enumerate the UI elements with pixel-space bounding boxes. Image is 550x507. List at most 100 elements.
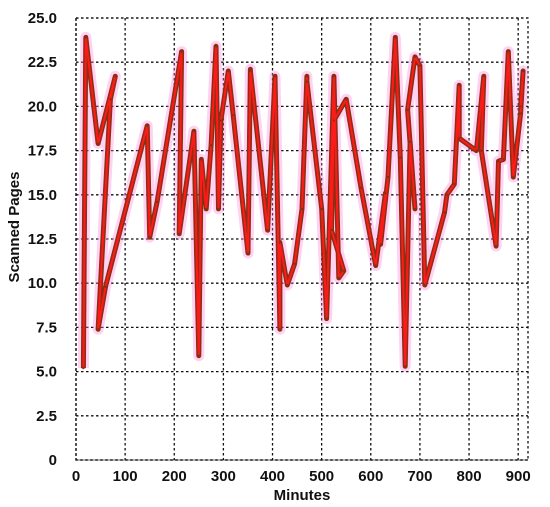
data-point bbox=[458, 137, 461, 140]
x-tick-label: 700 bbox=[407, 468, 432, 485]
data-point bbox=[200, 158, 203, 161]
data-point bbox=[300, 207, 304, 211]
x-tick-label: 400 bbox=[260, 468, 285, 485]
data-point bbox=[109, 98, 112, 101]
y-tick-label: 20.0 bbox=[28, 98, 57, 115]
data-point bbox=[96, 327, 100, 331]
y-tick-label: 17.5 bbox=[28, 143, 57, 160]
data-point bbox=[266, 228, 269, 232]
data-point bbox=[384, 191, 387, 195]
data-point bbox=[494, 244, 498, 248]
data-point bbox=[325, 317, 328, 320]
data-point bbox=[453, 182, 456, 186]
data-point bbox=[332, 119, 336, 122]
data-point bbox=[386, 175, 390, 179]
data-point bbox=[374, 264, 377, 267]
data-point bbox=[359, 186, 363, 189]
data-point bbox=[278, 241, 282, 244]
series-line bbox=[82, 36, 525, 369]
data-point bbox=[519, 105, 522, 108]
x-tick-label: 200 bbox=[162, 468, 187, 485]
data-point bbox=[482, 75, 485, 78]
data-point bbox=[197, 354, 201, 357]
data-point bbox=[418, 64, 422, 67]
data-point bbox=[278, 327, 282, 331]
data-point bbox=[209, 144, 213, 147]
data-point bbox=[399, 156, 402, 159]
data-point bbox=[249, 68, 252, 71]
tick-labels: 0 2.5 5.0 7.5 10.0 12.5 15.0 17.5 20.0 22.5 25.0 0 1… bbox=[28, 10, 531, 485]
data-point bbox=[180, 50, 183, 53]
data-point bbox=[232, 114, 235, 117]
data-point bbox=[286, 283, 289, 287]
y-tick-label: 22.5 bbox=[28, 54, 57, 71]
x-tick-label: 0 bbox=[72, 468, 80, 485]
data-point bbox=[475, 149, 478, 152]
data-point bbox=[403, 365, 407, 368]
data-point bbox=[204, 207, 208, 211]
data-point bbox=[379, 243, 382, 246]
data-point bbox=[507, 50, 510, 53]
x-tick-label: 900 bbox=[506, 468, 531, 485]
y-tick-label: 0 bbox=[49, 452, 57, 469]
y-tick-label: 5.0 bbox=[36, 364, 57, 381]
data-point bbox=[96, 142, 100, 145]
data-point bbox=[148, 236, 151, 239]
y-tick-label: 7.5 bbox=[36, 319, 57, 336]
data-point bbox=[413, 55, 417, 59]
data-point bbox=[227, 69, 230, 73]
data-point bbox=[320, 207, 323, 211]
data-point bbox=[214, 45, 218, 48]
series-layer bbox=[77, 31, 529, 372]
data-point bbox=[480, 149, 483, 152]
y-tick-label: 15.0 bbox=[28, 187, 57, 204]
data-point bbox=[458, 83, 461, 87]
data-point bbox=[445, 193, 449, 196]
data-point bbox=[521, 69, 525, 73]
data-point bbox=[155, 200, 159, 204]
data-point bbox=[305, 75, 309, 78]
data-point bbox=[273, 75, 277, 78]
data-point bbox=[104, 285, 107, 288]
data-point bbox=[330, 228, 333, 232]
x-tick-label: 800 bbox=[457, 468, 482, 485]
data-point bbox=[337, 276, 341, 280]
data-point bbox=[249, 69, 252, 73]
data-point bbox=[177, 232, 181, 235]
data-point bbox=[394, 36, 397, 39]
data-point bbox=[408, 140, 412, 143]
plot-frame bbox=[75, 17, 529, 461]
y-tick-label: 12.5 bbox=[28, 231, 57, 248]
y-tick-label: 10.0 bbox=[28, 275, 57, 292]
x-tick-label: 500 bbox=[309, 468, 334, 485]
y-axis-title: Scanned Pages bbox=[6, 172, 23, 283]
data-point bbox=[293, 262, 296, 265]
data-point bbox=[342, 269, 345, 273]
data-point bbox=[519, 112, 522, 115]
data-point bbox=[146, 124, 149, 128]
x-tick-label: 600 bbox=[358, 468, 383, 485]
data-point bbox=[82, 366, 85, 370]
data-point bbox=[345, 98, 348, 101]
x-tick-label: 100 bbox=[113, 468, 138, 485]
data-point bbox=[406, 108, 409, 112]
data-point bbox=[192, 129, 196, 133]
data-point bbox=[246, 251, 250, 255]
data-point bbox=[305, 80, 309, 83]
data-point bbox=[423, 283, 427, 287]
y-tick-label: 25.0 bbox=[28, 10, 57, 27]
data-point bbox=[219, 119, 223, 122]
x-tick-label: 300 bbox=[211, 468, 236, 485]
y-tick-label: 2.5 bbox=[36, 408, 57, 425]
data-point bbox=[84, 36, 88, 39]
data-point bbox=[497, 160, 500, 163]
data-point bbox=[502, 158, 505, 161]
data-point bbox=[413, 207, 417, 211]
data-point bbox=[512, 175, 515, 179]
data-point bbox=[332, 75, 336, 78]
x-axis-title: Minutes bbox=[274, 487, 331, 504]
data-point bbox=[443, 211, 446, 214]
data-point bbox=[114, 75, 117, 78]
data-point bbox=[217, 207, 220, 211]
